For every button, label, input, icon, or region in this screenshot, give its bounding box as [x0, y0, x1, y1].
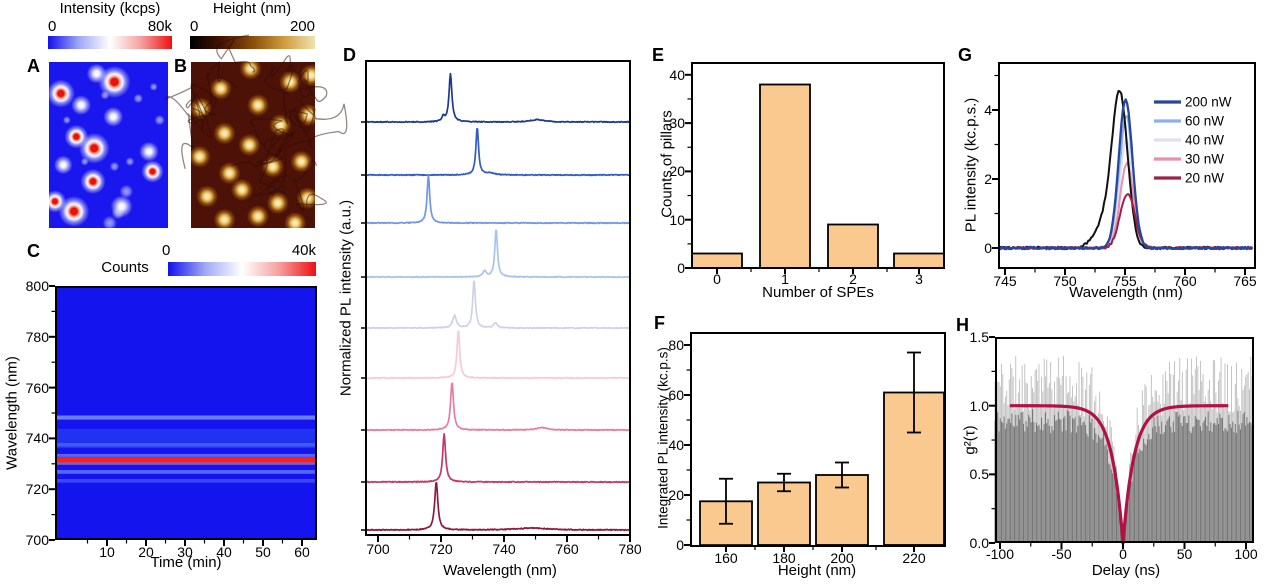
c-y-axis-label: Wavelength (nm) [3, 356, 21, 470]
e-y-tick-label: 40 [669, 66, 685, 83]
colorbar-height-min: 0 [190, 18, 199, 35]
h-x-tick-label: -50 [1051, 546, 1072, 562]
h-y-axis-label: g²(τ) [961, 425, 979, 455]
c-y-tick-label: 740 [25, 430, 49, 447]
panel-h-label: H [956, 315, 969, 335]
h-x-axis-label: Delay (ns) [1091, 562, 1161, 579]
pl-intensity-map-image [49, 62, 168, 228]
f-x-tick-label: 160 [714, 550, 738, 566]
h-y-tick-label: 1.5 [969, 329, 989, 346]
d-x-tick-label: 760 [555, 541, 579, 557]
e-y-tick-label: 20 [669, 163, 685, 180]
g-x-tick-label: 745 [993, 273, 1017, 289]
colorbar-intensity-max: 80k [147, 18, 172, 35]
g-y-axis-label: PL intensity (kc.p.s.) [962, 97, 980, 233]
g-legend-label: 200 nW [1185, 95, 1232, 110]
c-x-tick-label: 60 [294, 544, 310, 560]
g-legend-label: 40 nW [1185, 133, 1224, 148]
c-x-tick-label: 40 [216, 544, 232, 560]
h-x-tick-label: 50 [1176, 546, 1193, 562]
g-y-tick-label: 2 [984, 171, 992, 187]
e-y-tick-label: 10 [669, 211, 685, 228]
e-x-axis-label: Number of SPEs [762, 284, 874, 301]
c-y-tick-label: 760 [25, 379, 49, 396]
colorbar-counts-title: Counts [101, 259, 149, 276]
g-x-tick-label: 750 [1053, 273, 1077, 289]
g-x-tick-label: 760 [1173, 273, 1197, 289]
f-x-tick-label: 200 [830, 550, 854, 566]
g-legend-label: 30 nW [1185, 152, 1224, 167]
h-x-tick-label: 100 [1234, 546, 1258, 562]
c-y-tick-label: 800 [25, 278, 49, 294]
panel-g-label: G [958, 45, 973, 65]
c-x-tick-label: 30 [177, 544, 193, 560]
d-x-tick-label: 700 [366, 541, 390, 557]
h-y-tick-label: 0.0 [969, 535, 989, 551]
f-x-axis-label: Height (nm) [777, 562, 857, 579]
c-x-axis-label: Time (min) [150, 554, 222, 571]
colorbar-intensity-min: 0 [48, 18, 57, 35]
colorbar-counts-gradient [168, 262, 316, 276]
power-series-spectra-plot: 200 nW 60 nW 40 nW 30 nW 20 nW [992, 62, 1256, 275]
colorbar-counts-max: 40k [291, 242, 316, 259]
g-legend-label: 60 nW [1185, 114, 1224, 129]
d-x-tick-label: 720 [429, 541, 453, 557]
f-x-tick-label: 220 [902, 550, 926, 566]
d-x-tick-label: 780 [618, 541, 642, 557]
colorbar-counts-min: 0 [162, 242, 171, 259]
panel-a-label: A [27, 56, 40, 76]
e-x-tick-label: 3 [915, 271, 923, 287]
f-y-tick-label: 40 [668, 437, 684, 453]
f-y-tick-label: 80 [668, 337, 684, 353]
c-y-tick-label: 720 [25, 481, 49, 498]
intensity-vs-height-bar-chart [684, 332, 946, 552]
afm-height-map-image [164, 34, 348, 228]
f-y-tick-label: 20 [668, 487, 684, 503]
g2-antibunching-plot [989, 336, 1254, 549]
colorbar-height-gradient [190, 36, 315, 49]
g-y-tick-label: 0 [984, 240, 992, 256]
e-y-tick-label: 30 [669, 115, 685, 132]
colorbar-height-title: Height (nm) [212, 0, 292, 17]
f-x-tick-label: 180 [772, 550, 796, 566]
d-x-axis-label: Wavelength (nm) [443, 562, 557, 579]
panel-d-label: D [343, 45, 356, 65]
stacked-spectra-plot [361, 60, 631, 542]
c-y-tick-label: 780 [25, 328, 49, 345]
g-x-tick-label: 755 [1113, 273, 1137, 289]
d-y-axis-label: Normalized PL intensity (a.u.) [337, 199, 355, 397]
spe-count-bar-chart [685, 62, 945, 274]
g-legend-label: 20 nW [1185, 171, 1224, 186]
f-y-tick-label: 0 [676, 537, 684, 553]
afm-crack-texture [164, 34, 348, 211]
h-x-tick-label: 0 [1119, 546, 1127, 562]
e-x-tick-label: 1 [781, 271, 789, 287]
c-y-tick-label: 700 [25, 532, 49, 548]
panel-b-label: B [174, 56, 187, 76]
spectral-stability-heatmap [49, 285, 317, 546]
h-y-tick-label: 0.5 [969, 466, 989, 483]
h-y-tick-label: 1.0 [969, 397, 989, 414]
c-x-tick-label: 10 [99, 544, 115, 560]
f-y-tick-label: 60 [668, 387, 684, 403]
colorbar-intensity-gradient [48, 36, 172, 49]
h-x-tick-label: -100 [985, 546, 1015, 562]
colorbar-intensity-title: Intensity (kcps) [59, 0, 161, 17]
e-y-tick-label: 0 [677, 260, 685, 276]
panel-c-label: C [27, 241, 40, 261]
c-x-tick-label: 20 [138, 544, 154, 560]
panel-e-label: E [652, 45, 665, 65]
c-x-tick-label: 50 [255, 544, 271, 560]
e-x-tick-label: 2 [849, 271, 857, 287]
e-x-tick-label: 0 [713, 271, 721, 287]
d-x-tick-label: 740 [492, 541, 516, 557]
g-x-tick-label: 765 [1233, 273, 1257, 289]
g-y-tick-label: 4 [984, 102, 992, 118]
colorbar-height-max: 200 [289, 18, 315, 35]
panel-f-label: F [654, 313, 665, 333]
g-x-axis-label: Wavelength (nm) [1069, 284, 1183, 301]
